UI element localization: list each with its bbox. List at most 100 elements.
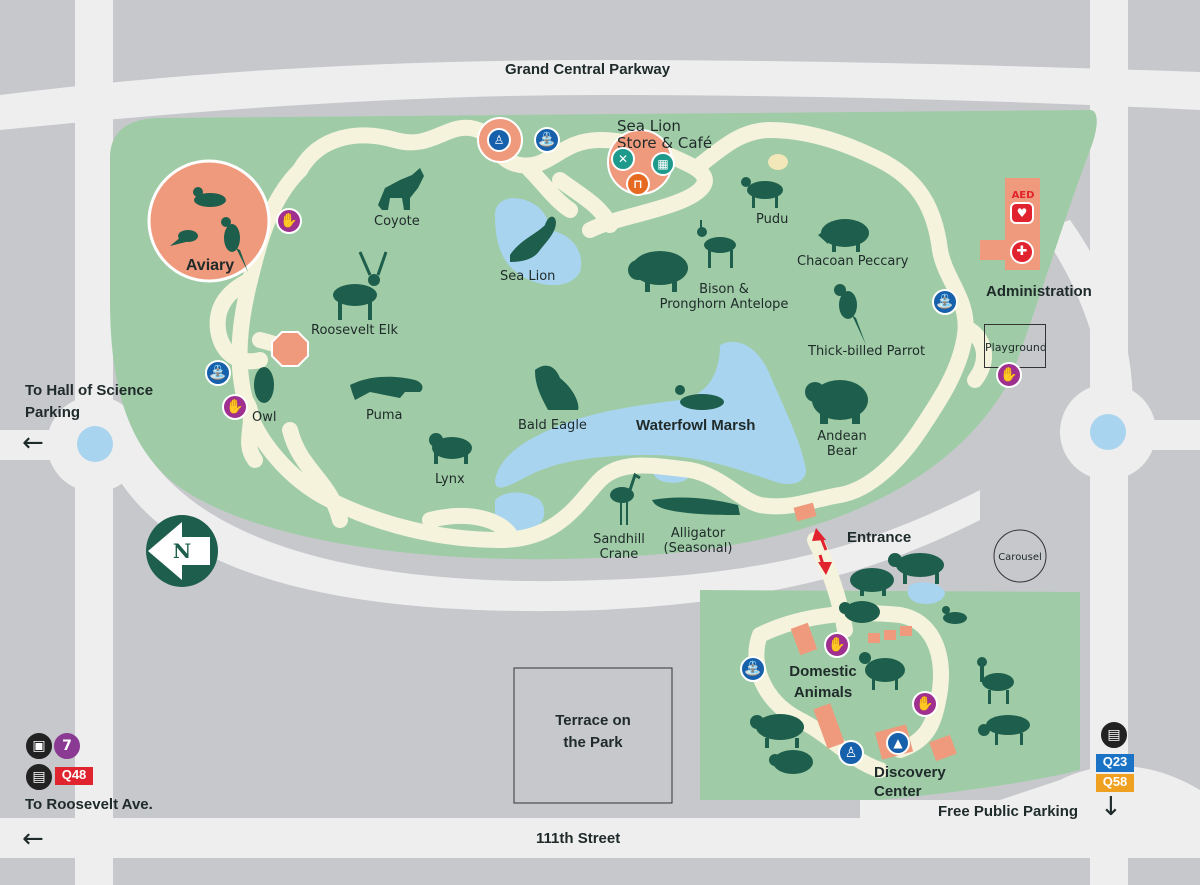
sea-lion-store-label-1: Sea Lion: [617, 117, 681, 135]
education-icon: ▲: [886, 731, 910, 755]
parrot-silhouette-aviary: [221, 217, 248, 272]
to-roosevelt-ave-label: To Roosevelt Ave.: [25, 796, 153, 813]
subway-line-badge: 7: [54, 733, 80, 759]
sheep-silhouette-2: [769, 750, 813, 774]
duck-silhouette: [942, 606, 967, 624]
water-fountain-icon-3: ⛲: [205, 360, 231, 386]
sheep-silhouette-1: [839, 601, 880, 623]
pudu-label: Pudu: [756, 212, 789, 227]
parking-label: Parking: [25, 404, 81, 421]
discovery-center-label-2: Center: [874, 783, 922, 800]
bear-silhouette: [805, 380, 868, 424]
sea-lion-store-label-2: Store & Café: [617, 134, 713, 152]
crane-silhouette: [610, 472, 641, 525]
waterfowl-marsh-label: Waterfowl Marsh: [636, 417, 756, 434]
puma-silhouette: [350, 376, 423, 400]
administration-label: Administration: [986, 283, 1092, 300]
bus-q58-badge: Q58: [1096, 774, 1134, 792]
bald-eagle-label: Bald Eagle: [518, 418, 587, 433]
road-grand-central-parkway: Grand Central Parkway: [505, 61, 671, 78]
alligator-label-2: (Seasonal): [663, 541, 733, 556]
compass-arrow: [148, 522, 210, 580]
domestic-animals-label-2: Animals: [793, 684, 853, 701]
andean-bear-label-2: Bear: [826, 444, 858, 459]
loon-silhouette: [675, 385, 724, 410]
first-aid-icon: ✚: [1010, 240, 1034, 264]
bus-icon-east: ▤: [1101, 722, 1127, 748]
peccary-silhouette: [818, 219, 869, 252]
picnic-icon: ⊓: [626, 172, 650, 196]
parrot-silhouette: [834, 284, 866, 345]
roosevelt-elk-label: Roosevelt Elk: [311, 323, 399, 338]
aviary-label: Aviary: [185, 257, 235, 274]
pudu-silhouette: [741, 177, 783, 208]
aed-label: AED: [1011, 190, 1035, 201]
coyote-label: Coyote: [374, 214, 420, 229]
arrow-left-icon: ←: [22, 428, 44, 458]
entrance-arrows: [812, 528, 832, 575]
bird-silhouette-aviary: [170, 230, 198, 246]
gift-icon: ▦: [651, 152, 675, 176]
sea-lion-silhouette: [510, 216, 556, 262]
compass-north-label: N: [172, 539, 192, 563]
bison-label-1: Bison &: [699, 282, 749, 297]
bison-label-2: Pronghorn Antelope: [659, 297, 789, 312]
train-icon: ▣: [26, 733, 52, 759]
hand-icon-5: ✋: [912, 691, 938, 717]
goat-silhouette: [859, 652, 905, 690]
bus-q23-badge: Q23: [1096, 754, 1134, 772]
coyote-silhouette: [378, 168, 424, 210]
terrace-label-1: Terrace on: [555, 712, 631, 729]
hand-icon: ✋: [276, 208, 302, 234]
puma-label: Puma: [366, 408, 403, 423]
water-fountain-icon: ⛲: [534, 127, 560, 153]
hand-icon-3: ✋: [222, 394, 248, 420]
lynx-silhouette: [429, 433, 472, 464]
animal-silhouettes: [170, 168, 1030, 774]
sea-lion-label: Sea Lion: [500, 269, 556, 284]
road-111th-street: 111th Street: [536, 830, 621, 847]
water-fountain-icon-4: ⛲: [740, 656, 766, 682]
chacoan-peccary-label: Chacoan Peccary: [797, 254, 909, 269]
duck-silhouette-aviary: [193, 187, 226, 207]
restroom-icon: ♙: [487, 128, 511, 152]
pavilion-building: [271, 331, 309, 367]
to-hall-of-science-label: To Hall of Science: [25, 382, 154, 399]
arrow-left-icon-2: ←: [22, 824, 44, 854]
entrance-label: Entrance: [847, 529, 912, 546]
sandhill-crane-label-2: Crane: [599, 547, 639, 562]
water-bodies: [77, 198, 1126, 604]
horse-silhouette: [978, 715, 1030, 745]
arrow-down-icon: ↓: [1100, 792, 1122, 822]
alligator-label-1: Alligator: [670, 526, 726, 541]
restroom-icon-2: ♙: [838, 740, 864, 766]
hand-icon-4: ✋: [824, 632, 850, 658]
cow-silhouette-1: [888, 553, 944, 584]
terrace-label-2: the Park: [563, 734, 623, 751]
carousel-label: Carousel: [998, 552, 1042, 563]
food-icon: ✕: [611, 147, 635, 171]
cow-silhouette-2: [750, 714, 804, 748]
playground-label: Playground: [985, 341, 1047, 354]
owl-silhouette: [254, 367, 274, 403]
elk-silhouette: [333, 251, 388, 320]
eagle-silhouette: [535, 365, 579, 410]
thick-billed-parrot-label: Thick-billed Parrot: [808, 344, 926, 359]
alligator-silhouette: [652, 497, 740, 515]
bison-silhouette: [628, 251, 688, 292]
discovery-center-label-1: Discovery: [874, 764, 946, 781]
antelope-silhouette: [697, 220, 736, 268]
domestic-animals-label-1: Domestic: [789, 663, 857, 680]
lynx-label: Lynx: [435, 472, 465, 487]
pig-silhouette: [850, 568, 894, 596]
andean-bear-label-1: Andean: [817, 429, 867, 444]
free-parking-label: Free Public Parking: [938, 803, 1079, 820]
water-fountain-icon-2: ⛲: [932, 289, 958, 315]
llama-silhouette: [977, 657, 1014, 704]
owl-label: Owl: [252, 410, 277, 425]
bus-q48-badge: Q48: [55, 767, 93, 785]
bus-icon: ▤: [26, 764, 52, 790]
hand-icon-2: ✋: [996, 362, 1022, 388]
